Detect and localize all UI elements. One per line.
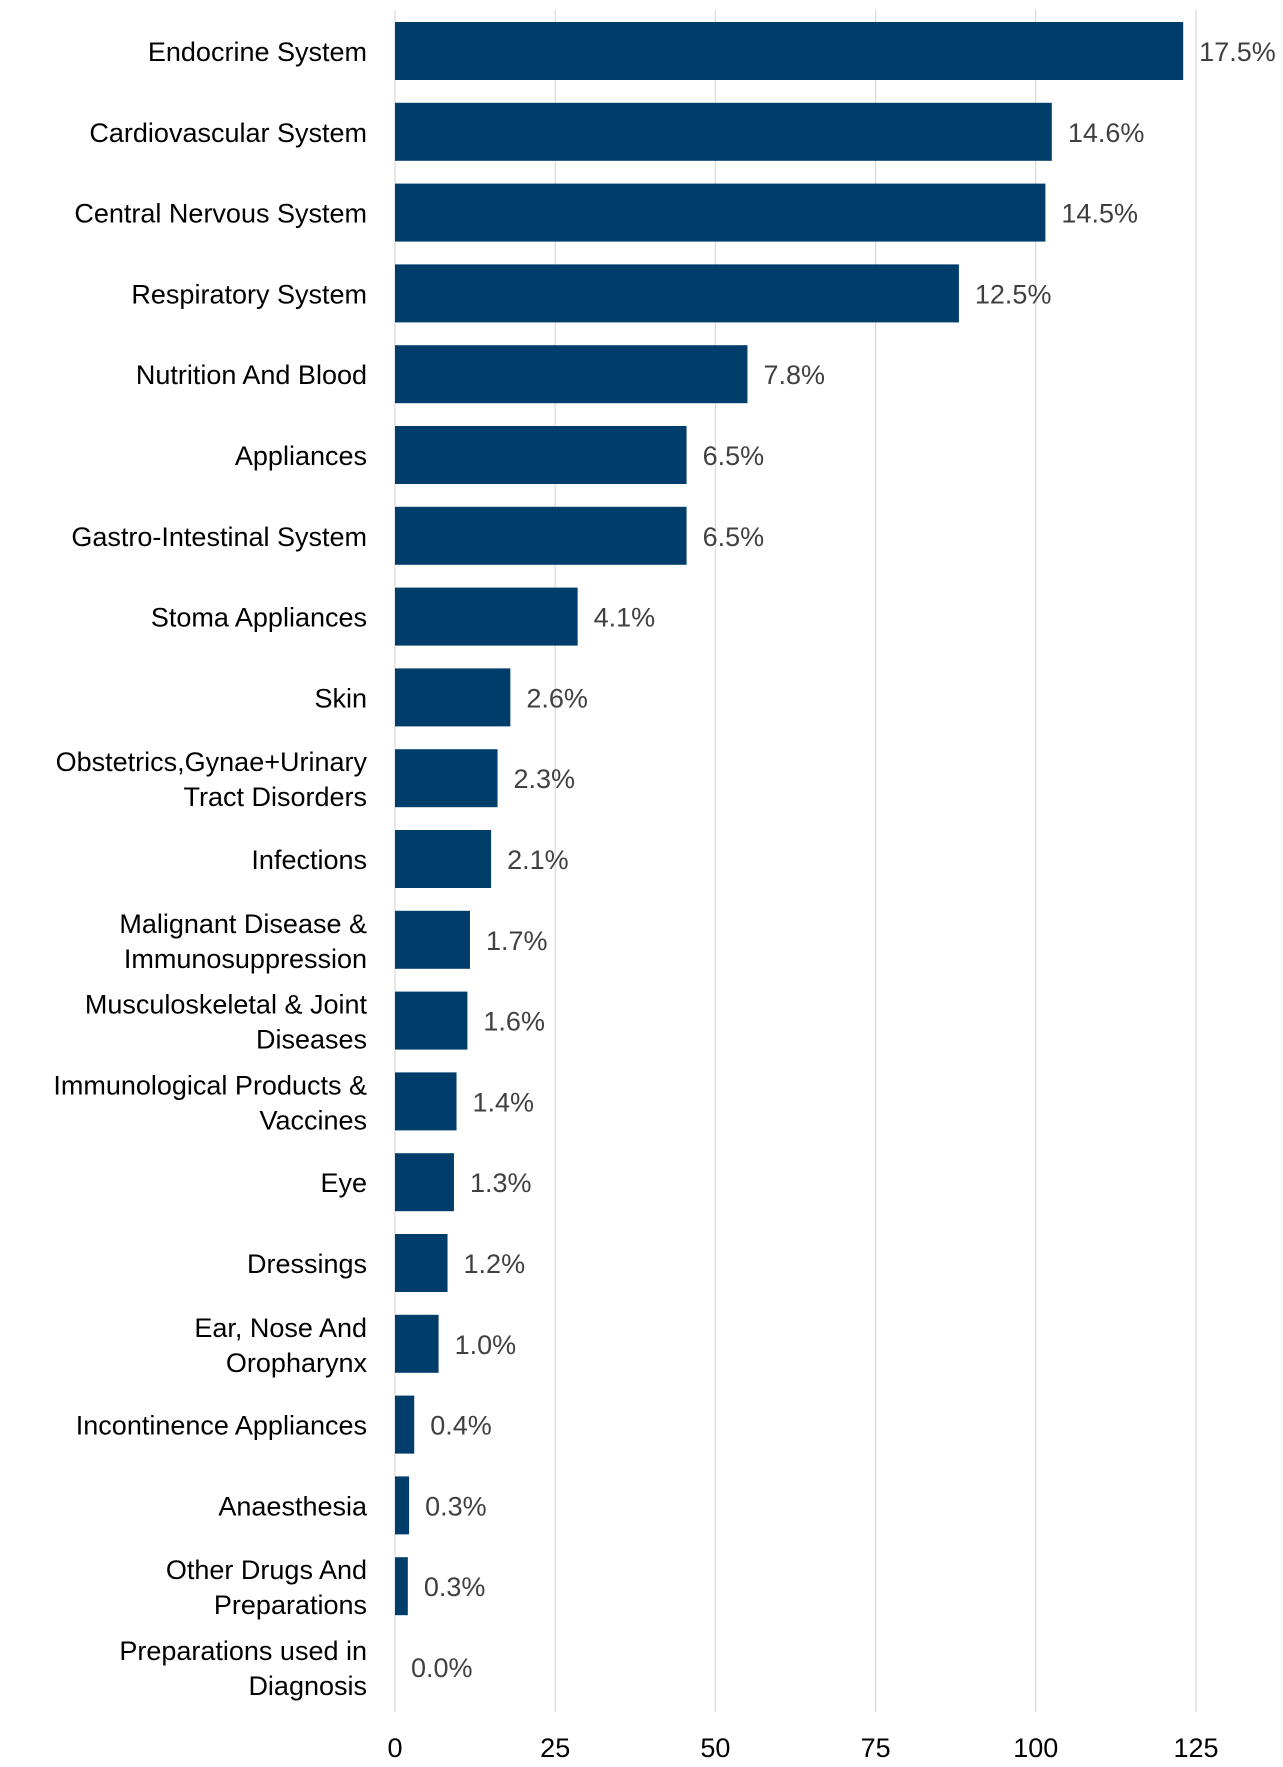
data-label: 0.3% xyxy=(424,1572,486,1602)
data-label: 17.5% xyxy=(1199,37,1276,67)
bar xyxy=(395,1314,439,1373)
bar xyxy=(395,1234,448,1292)
category-label-line: Musculoskeletal & Joint xyxy=(85,990,368,1020)
data-label: 1.6% xyxy=(483,1007,545,1037)
data-label: 0.3% xyxy=(425,1491,487,1521)
category-label-line: Oropharynx xyxy=(226,1348,368,1378)
x-tick-label: 75 xyxy=(861,1733,891,1763)
x-axis-ticks: 0 25 50 75 100 125 xyxy=(387,1733,1218,1763)
bar xyxy=(395,991,468,1050)
category-label: Immunological Products & Vaccines xyxy=(53,1070,367,1135)
bar xyxy=(395,102,1052,161)
bar xyxy=(395,426,687,484)
category-label-line: Preparations xyxy=(214,1590,367,1620)
data-label: 2.1% xyxy=(507,845,569,875)
bar xyxy=(395,345,748,404)
data-label: 4.1% xyxy=(594,603,656,633)
category-label: Infections xyxy=(251,845,367,875)
bar xyxy=(395,1557,408,1616)
bar xyxy=(395,506,687,565)
data-label: 2.6% xyxy=(526,683,588,713)
category-label-line: Ear, Nose And xyxy=(194,1313,367,1343)
data-label: 0.4% xyxy=(430,1411,492,1441)
bar xyxy=(395,22,1184,80)
x-tick-label: 25 xyxy=(540,1733,570,1763)
data-label: 14.6% xyxy=(1068,118,1145,148)
bar xyxy=(395,1072,457,1131)
bar xyxy=(395,749,498,808)
bar xyxy=(395,1476,410,1535)
data-label: 1.0% xyxy=(455,1330,517,1360)
category-label-line: Diseases xyxy=(256,1025,367,1055)
data-label: 2.3% xyxy=(514,764,576,794)
category-labels: Endocrine System Cardiovascular System Cen… xyxy=(53,37,368,1701)
category-label-line: Obstetrics,Gynae+Urinary xyxy=(56,747,368,777)
category-label-line: Diagnosis xyxy=(248,1671,367,1701)
data-label: 0.0% xyxy=(411,1653,473,1683)
category-label: Incontinence Appliances xyxy=(76,1411,367,1441)
x-tick-label: 100 xyxy=(1013,1733,1058,1763)
data-label: 6.5% xyxy=(703,441,765,471)
category-label: Obstetrics,Gynae+Urinary Tract Disorders xyxy=(56,747,368,812)
data-labels: 17.5% 14.6% 14.5% 12.5% 7.8% 6.5% 6.5% 4.1% 2.6%… xyxy=(411,37,1276,1683)
x-tick-label: 50 xyxy=(700,1733,730,1763)
category-label: Nutrition And Blood xyxy=(136,360,367,390)
data-label: 6.5% xyxy=(703,522,765,552)
category-label: Stoma Appliances xyxy=(151,603,367,633)
category-label-line: Other Drugs And xyxy=(166,1555,367,1585)
data-label: 14.5% xyxy=(1061,199,1138,229)
category-label: Anaesthesia xyxy=(218,1491,368,1521)
data-label: 7.8% xyxy=(763,360,825,390)
category-label: Skin xyxy=(314,683,367,713)
category-label-line: Immunological Products & xyxy=(53,1070,367,1100)
data-label: 1.2% xyxy=(464,1249,526,1279)
category-label: Cardiovascular System xyxy=(89,118,367,148)
category-label: Gastro-Intestinal System xyxy=(71,522,367,552)
x-tick-label: 0 xyxy=(387,1733,402,1763)
category-label: Malignant Disease & Immunosuppression xyxy=(119,909,367,974)
category-label: Eye xyxy=(320,1168,367,1198)
bar xyxy=(395,668,511,727)
category-label: Other Drugs And Preparations xyxy=(166,1555,367,1620)
data-label: 1.7% xyxy=(486,926,548,956)
data-label: 1.3% xyxy=(470,1168,532,1198)
category-label: Endocrine System xyxy=(148,37,367,67)
category-label: Ear, Nose And Oropharynx xyxy=(194,1313,367,1378)
category-label-line: Preparations used in xyxy=(119,1636,367,1666)
category-label-line: Malignant Disease & xyxy=(119,909,367,939)
bars xyxy=(395,22,1184,1616)
data-label: 1.4% xyxy=(473,1087,535,1117)
bar xyxy=(395,264,959,323)
category-label: Dressings xyxy=(247,1249,367,1279)
category-label-line: Immunosuppression xyxy=(124,944,367,974)
category-label-line: Vaccines xyxy=(259,1105,367,1135)
category-label: Respiratory System xyxy=(131,279,367,309)
category-label: Central Nervous System xyxy=(74,199,367,229)
category-label: Appliances xyxy=(235,441,367,471)
category-label: Musculoskeletal & Joint Diseases xyxy=(85,990,368,1055)
category-label-line: Tract Disorders xyxy=(183,782,367,812)
data-label: 12.5% xyxy=(975,279,1052,309)
category-label: Preparations used in Diagnosis xyxy=(119,1636,367,1701)
bar xyxy=(395,1395,415,1454)
bar xyxy=(395,183,1046,242)
bar xyxy=(395,830,492,888)
bar xyxy=(395,1153,454,1212)
bar xyxy=(395,587,578,646)
x-tick-label: 125 xyxy=(1173,1733,1218,1763)
bar xyxy=(395,910,470,969)
